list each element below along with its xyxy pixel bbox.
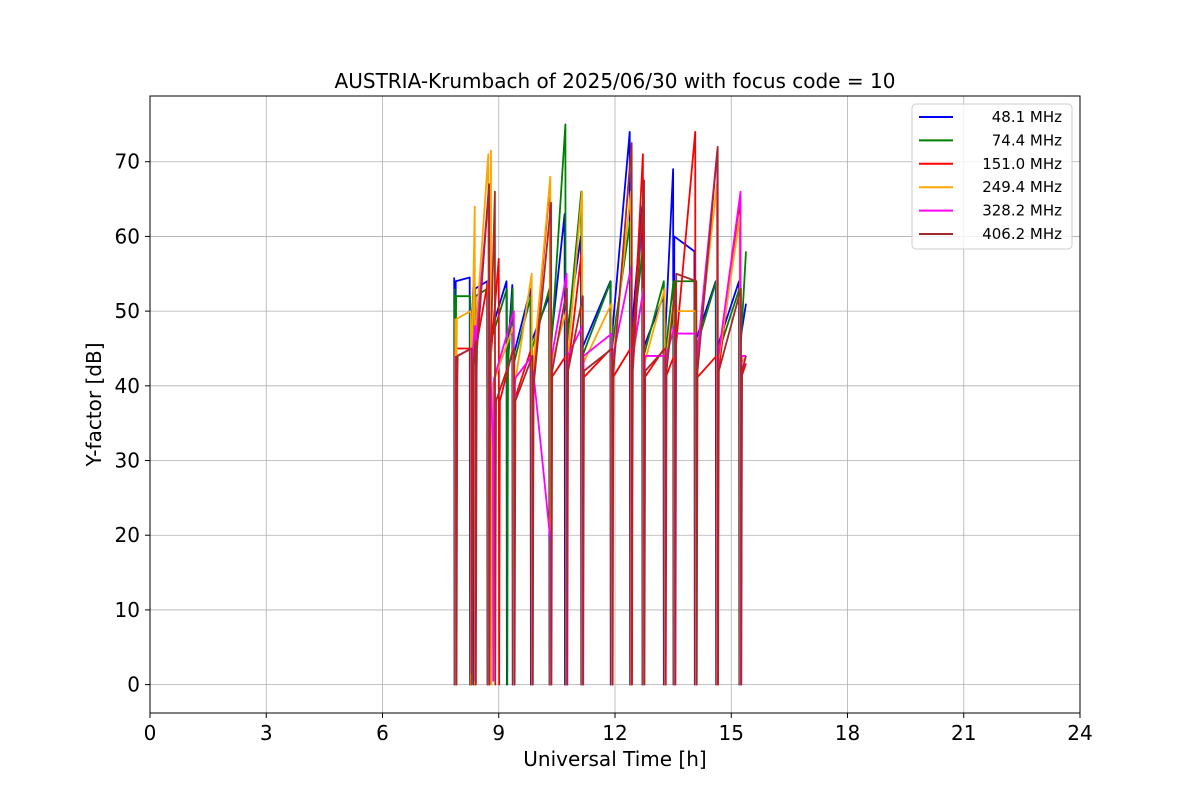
- x-tick-label: 24: [1067, 721, 1092, 745]
- legend-label-5: 406.2 MHz: [982, 225, 1062, 243]
- y-tick-label: 70: [115, 150, 140, 174]
- y-axis: 0 10 20 30 40 50 60 70: [115, 150, 150, 697]
- series-line-5: [455, 142, 747, 686]
- legend-label-1: 74.4 MHz: [992, 131, 1062, 149]
- legend-label-0: 48.1 MHz: [992, 108, 1062, 126]
- x-axis: 0 3 6 9 12 15 18 21 24: [144, 713, 1093, 745]
- chart-title: AUSTRIA-Krumbach of 2025/06/30 with focu…: [335, 69, 896, 93]
- x-tick-label: 12: [602, 721, 627, 745]
- y-tick-label: 30: [115, 449, 140, 473]
- legend-label-2: 151.0 MHz: [982, 155, 1062, 173]
- x-tick-label: 18: [835, 721, 860, 745]
- y-tick-label: 10: [115, 598, 140, 622]
- y-tick-label: 40: [115, 374, 140, 398]
- x-tick-label: 9: [492, 721, 505, 745]
- y-tick-label: 60: [115, 224, 140, 248]
- legend-label-4: 328.2 MHz: [982, 202, 1062, 220]
- series-layer: [453, 123, 747, 686]
- x-axis-label: Universal Time [h]: [523, 747, 706, 771]
- x-tick-label: 0: [144, 721, 157, 745]
- y-tick-label: 0: [127, 673, 140, 697]
- x-tick-label: 3: [260, 721, 273, 745]
- y-tick-label: 50: [115, 299, 140, 323]
- x-tick-label: 21: [951, 721, 976, 745]
- y-tick-label: 20: [115, 523, 140, 547]
- x-tick-label: 6: [376, 721, 389, 745]
- x-tick-label: 15: [719, 721, 744, 745]
- legend-label-3: 249.4 MHz: [982, 178, 1062, 196]
- legend: 48.1 MHz 74.4 MHz 151.0 MHz 249.4 MHz 328.2 …: [911, 103, 1073, 250]
- y-axis-label: Y-factor [dB]: [82, 342, 106, 467]
